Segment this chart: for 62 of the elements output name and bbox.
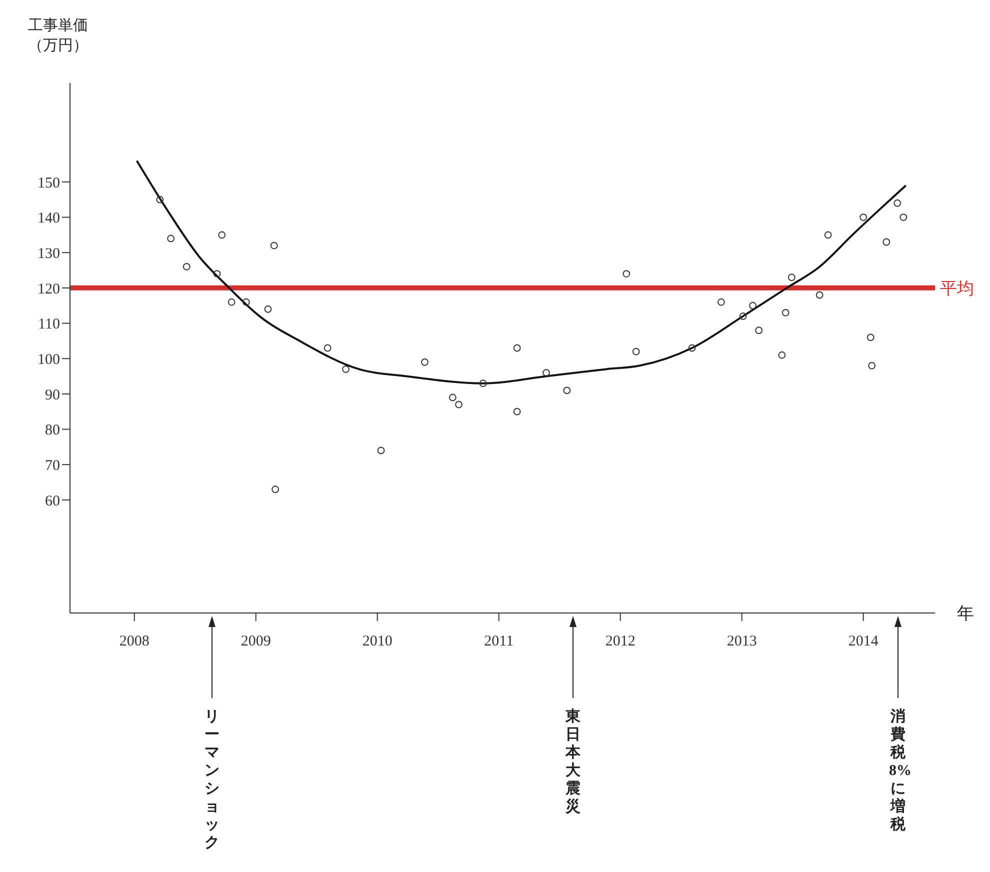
point [542,369,550,376]
point [900,214,908,221]
point [324,344,332,352]
point [272,486,280,494]
point [218,231,226,239]
text: 消費税8%に増税 [889,708,912,834]
point [242,298,250,306]
point [156,196,164,204]
point [860,214,868,221]
x-tick-label: 2014 [848,634,879,650]
point [513,408,521,416]
y-tick-label: 60 [45,493,60,510]
point [778,351,786,359]
y-tick-label: 70 [45,458,60,474]
x-tick-label: 2009 [240,634,271,650]
point [182,263,190,270]
point [824,231,832,239]
point [479,380,487,388]
point [377,446,385,454]
point [563,386,571,394]
point [688,344,696,352]
text: リーマンショック [204,708,220,852]
point [866,334,874,342]
point [421,358,428,366]
y-tick-label: 110 [38,316,60,333]
x-axis-title: 年 [957,603,974,625]
point [755,326,763,334]
point [342,366,350,373]
point [455,400,462,408]
text: 東日本大震災 [564,708,582,816]
y-tick-label: 120 [38,281,60,298]
x-tick-label: 2012 [605,634,636,650]
point [749,302,756,310]
x-tick-label: 2011 [484,634,514,650]
point [270,242,278,250]
y-tick-label: 100 [38,352,60,368]
point [739,312,747,320]
x-tick-label: 2013 [726,634,757,650]
point [448,394,456,402]
point [782,308,790,316]
point [622,270,630,278]
x-tick-label: 2008 [119,634,150,650]
y-axis-title: 工事単価（万円） [28,16,89,56]
point [632,348,640,356]
point [264,305,272,313]
y-tick-label: 80 [45,422,60,439]
y-tick-label: 90 [45,387,60,404]
point [882,238,890,246]
point [213,270,221,278]
point [167,234,175,242]
point [513,344,521,352]
point [868,362,876,370]
point [717,298,725,306]
y-tick-label: 150 [38,175,60,192]
point [228,298,236,306]
y-tick-label: 140 [38,210,60,227]
point [816,291,824,299]
ref-line-label: 平均 [940,278,974,298]
y-tick-label: 130 [38,246,60,262]
point [894,199,902,207]
x-tick-label: 2010 [362,634,392,650]
point [788,274,796,282]
